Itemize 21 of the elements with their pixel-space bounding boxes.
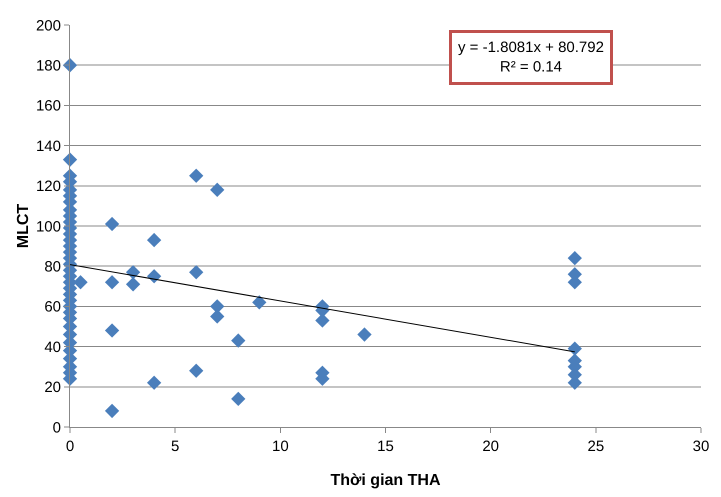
y-tick-label: 60 (44, 298, 61, 316)
x-tick-label: 25 (587, 438, 604, 455)
y-tick-label: 160 (36, 98, 61, 115)
x-axis-title: Thời gian THA (330, 472, 441, 489)
y-tick-label: 20 (44, 379, 61, 396)
x-tick-label: 10 (272, 438, 289, 455)
y-tick-label: 120 (36, 178, 61, 196)
x-tick-label: 15 (377, 438, 394, 455)
annotation: y = -1.8081x + 80.792 R² = 0.14 (458, 39, 604, 76)
x-tick-label: 20 (482, 438, 500, 455)
y-tick-label: 0 (52, 419, 61, 436)
y-tick-label: 200 (36, 17, 61, 34)
x-tick-label: 0 (66, 438, 74, 455)
y-tick-label: 140 (36, 138, 61, 155)
y-tick-label: 80 (44, 258, 61, 276)
y-axis-title: MLCT (15, 204, 32, 248)
x-tick-label: 30 (692, 438, 710, 455)
y-tick-label: 40 (44, 338, 61, 356)
y-tick-label: 180 (36, 57, 61, 74)
y-tick-label: 100 (36, 218, 61, 236)
x-tick-label: 5 (171, 438, 180, 455)
